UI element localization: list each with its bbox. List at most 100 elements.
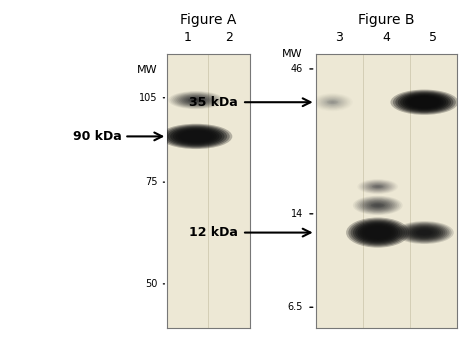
Ellipse shape: [374, 204, 382, 207]
Text: 4: 4: [382, 31, 390, 44]
Ellipse shape: [417, 99, 431, 105]
Ellipse shape: [191, 135, 201, 138]
Ellipse shape: [322, 98, 343, 107]
Ellipse shape: [330, 101, 335, 104]
Ellipse shape: [372, 185, 383, 188]
Ellipse shape: [183, 132, 209, 141]
Ellipse shape: [180, 131, 211, 142]
Ellipse shape: [373, 203, 383, 207]
Ellipse shape: [414, 229, 435, 237]
Ellipse shape: [353, 221, 403, 244]
Ellipse shape: [160, 124, 232, 149]
Ellipse shape: [357, 197, 399, 214]
Ellipse shape: [364, 226, 391, 239]
Ellipse shape: [192, 99, 200, 102]
Ellipse shape: [374, 185, 382, 188]
Text: Figure B: Figure B: [358, 13, 414, 27]
Ellipse shape: [405, 95, 444, 109]
Text: 46: 46: [291, 64, 303, 74]
Ellipse shape: [188, 134, 204, 139]
Ellipse shape: [395, 221, 454, 244]
Ellipse shape: [416, 229, 433, 236]
Ellipse shape: [355, 222, 400, 243]
Text: 5: 5: [430, 31, 437, 44]
Text: 50: 50: [145, 279, 157, 289]
Ellipse shape: [416, 230, 433, 235]
Ellipse shape: [162, 125, 230, 148]
Ellipse shape: [357, 223, 398, 242]
Ellipse shape: [359, 180, 397, 194]
Ellipse shape: [390, 90, 458, 115]
Ellipse shape: [364, 200, 392, 211]
Ellipse shape: [362, 225, 394, 240]
Ellipse shape: [367, 201, 389, 210]
Ellipse shape: [353, 196, 403, 215]
Text: 90 kDa: 90 kDa: [73, 130, 122, 143]
Ellipse shape: [420, 100, 429, 104]
Ellipse shape: [186, 97, 206, 103]
Ellipse shape: [321, 97, 344, 107]
Text: 12 kDa: 12 kDa: [189, 226, 238, 239]
Ellipse shape: [403, 94, 446, 111]
Ellipse shape: [186, 133, 206, 140]
Ellipse shape: [373, 230, 382, 235]
Ellipse shape: [350, 220, 405, 246]
Ellipse shape: [184, 96, 208, 104]
Ellipse shape: [172, 93, 220, 108]
Ellipse shape: [410, 227, 439, 238]
Ellipse shape: [403, 224, 446, 241]
Ellipse shape: [395, 91, 454, 113]
Ellipse shape: [371, 229, 384, 236]
Ellipse shape: [360, 198, 396, 212]
Ellipse shape: [168, 91, 224, 109]
Ellipse shape: [182, 96, 210, 105]
Ellipse shape: [176, 94, 216, 107]
Ellipse shape: [331, 102, 334, 103]
Ellipse shape: [376, 205, 380, 206]
Ellipse shape: [366, 182, 390, 191]
Text: 3: 3: [335, 31, 343, 44]
Ellipse shape: [412, 228, 437, 238]
Ellipse shape: [369, 230, 387, 236]
Ellipse shape: [355, 197, 401, 214]
Ellipse shape: [346, 217, 409, 248]
Ellipse shape: [372, 184, 383, 189]
Ellipse shape: [397, 222, 452, 243]
Text: 2: 2: [225, 31, 233, 44]
Text: 75: 75: [145, 177, 157, 187]
Ellipse shape: [194, 99, 198, 101]
Text: 35 kDa: 35 kDa: [189, 96, 238, 109]
Ellipse shape: [371, 184, 385, 189]
Ellipse shape: [406, 225, 443, 240]
Ellipse shape: [399, 223, 449, 242]
Ellipse shape: [180, 95, 212, 105]
Ellipse shape: [371, 203, 385, 207]
Ellipse shape: [414, 99, 434, 106]
Ellipse shape: [369, 202, 387, 209]
Ellipse shape: [327, 100, 338, 105]
Ellipse shape: [376, 186, 379, 187]
Ellipse shape: [325, 99, 340, 105]
Ellipse shape: [171, 92, 222, 108]
Ellipse shape: [175, 129, 217, 144]
Ellipse shape: [418, 230, 430, 235]
Ellipse shape: [365, 182, 391, 192]
Ellipse shape: [400, 93, 448, 111]
Ellipse shape: [174, 93, 218, 107]
Ellipse shape: [422, 101, 427, 103]
Ellipse shape: [194, 135, 199, 137]
Ellipse shape: [188, 98, 204, 103]
Ellipse shape: [165, 126, 227, 147]
Text: 105: 105: [139, 93, 157, 103]
Ellipse shape: [357, 179, 398, 194]
Ellipse shape: [420, 231, 429, 234]
Ellipse shape: [362, 199, 394, 212]
Text: MW: MW: [282, 49, 303, 59]
Ellipse shape: [173, 128, 219, 144]
Ellipse shape: [170, 127, 222, 145]
Ellipse shape: [415, 100, 434, 105]
Ellipse shape: [349, 219, 407, 247]
Text: 14: 14: [291, 209, 303, 219]
Ellipse shape: [375, 231, 380, 234]
Ellipse shape: [190, 98, 202, 102]
